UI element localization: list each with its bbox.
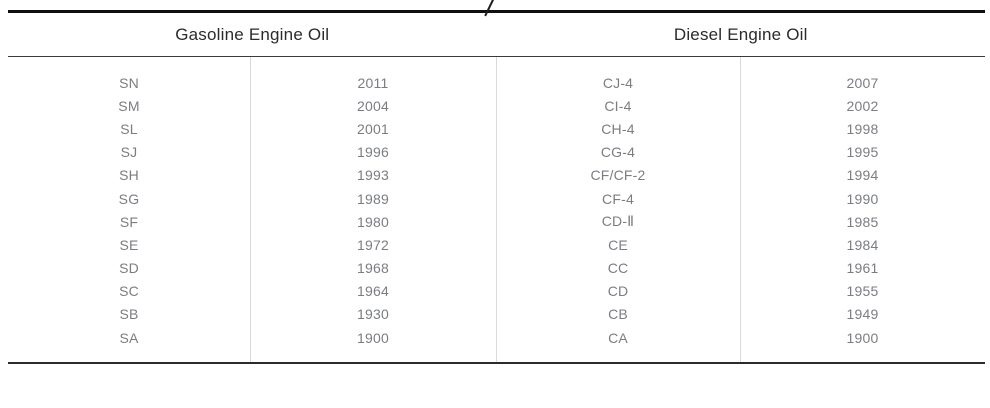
- table-cell-diesel-year: 2002: [846, 97, 879, 114]
- table-cell-diesel-year: 1998: [846, 120, 879, 137]
- table-cell-diesel-grade: CH-4: [601, 120, 635, 137]
- table-body: SN 2011 CJ-4 2007 SM 2004 CI-4 2002 SL 2001 CH-4 19…: [8, 57, 985, 349]
- table-cell-gasoline-year: 1968: [357, 260, 389, 277]
- table-row: SN 2011 CJ-4 2007: [8, 71, 985, 94]
- table-header-row: Gasoline Engine Oil Diesel Engine Oil: [8, 13, 985, 56]
- table-cell-diesel-year: 1949: [846, 306, 879, 323]
- header-diesel-engine-oil: Diesel Engine Oil: [673, 24, 808, 44]
- table-cell-gasoline-year: 2011: [357, 74, 389, 91]
- table-cell-diesel-grade: CB: [608, 306, 628, 323]
- table-cell-gasoline-grade: SM: [118, 97, 140, 114]
- table-cell-diesel-year: 1955: [846, 283, 879, 300]
- table-row: SJ 1996 CG-4 1995: [8, 141, 985, 164]
- table-cell-gasoline-year: 1989: [357, 190, 389, 207]
- table-cell-gasoline-grade: SG: [118, 190, 140, 207]
- table-cell-gasoline-year: 1900: [357, 329, 389, 346]
- table-cell-gasoline-grade: SB: [119, 306, 139, 323]
- table-cell-gasoline-year: 1996: [357, 144, 389, 161]
- table-cell-gasoline-year: 1993: [357, 167, 389, 184]
- table-row: SM 2004 CI-4 2002: [8, 94, 985, 117]
- table-cell-diesel-year: 2007: [846, 74, 879, 91]
- table-cell-diesel-grade: CC: [607, 260, 629, 277]
- column-divider-2: [496, 57, 497, 362]
- table-cell-gasoline-grade: SD: [119, 260, 139, 277]
- table-cell-diesel-grade: CI-4: [604, 97, 632, 114]
- table-cell-diesel-year: 1984: [846, 236, 879, 253]
- table-top-border: [8, 10, 985, 13]
- table-cell-diesel-year: 1961: [846, 260, 879, 277]
- table-cell-gasoline-grade: SA: [119, 329, 139, 346]
- table-row: SG 1989 CF-4 1990: [8, 187, 985, 210]
- header-gasoline-engine-oil: Gasoline Engine Oil: [175, 24, 330, 44]
- table-bottom-border: [8, 362, 985, 364]
- table-cell-diesel-grade: CJ-4: [602, 74, 634, 91]
- table-row: SB 1930 CB 1949: [8, 303, 985, 326]
- table-cell-diesel-grade: CD: [607, 283, 629, 300]
- table-cell-diesel-grade: CF/CF-2: [590, 167, 646, 184]
- table-cell-gasoline-year: 2001: [357, 120, 389, 137]
- table-row: SE 1972 CE 1984: [8, 233, 985, 256]
- table-row: SD 1968 CC 1961: [8, 257, 985, 280]
- table-cell-gasoline-year: 1930: [357, 306, 389, 323]
- table-cell-diesel-grade: CD-Ⅱ: [601, 213, 635, 230]
- table-cell-gasoline-year: 1964: [357, 283, 389, 300]
- table-cell-diesel-year: 1985: [846, 213, 879, 230]
- table-row: SH 1993 CF/CF-2 1994: [8, 164, 985, 187]
- table-row: SA 1900 CA 1900: [8, 326, 985, 349]
- table-cell-diesel-grade: CG-4: [600, 144, 636, 161]
- column-divider-3: [740, 57, 741, 362]
- header-separator-line: [8, 56, 985, 57]
- table-cell-gasoline-grade: SL: [120, 120, 138, 137]
- table-cell-gasoline-grade: SC: [119, 283, 139, 300]
- table-cell-gasoline-grade: SN: [119, 74, 139, 91]
- table-row: SC 1964 CD 1955: [8, 280, 985, 303]
- table-cell-gasoline-grade: SF: [119, 213, 139, 230]
- table-cell-diesel-year: 1994: [846, 167, 879, 184]
- table-cell-gasoline-grade: SE: [119, 236, 139, 253]
- table-cell-gasoline-year: 2004: [357, 97, 389, 114]
- table-cell-gasoline-year: 1980: [357, 213, 389, 230]
- table-row: SL 2001 CH-4 1998: [8, 117, 985, 140]
- table-cell-diesel-year: 1900: [846, 329, 879, 346]
- column-divider-1: [250, 57, 251, 362]
- table-cell-diesel-grade: CA: [608, 329, 628, 346]
- table-cell-diesel-year: 1990: [846, 190, 879, 207]
- table-cell-gasoline-year: 1972: [357, 236, 389, 253]
- table-row: SF 1980 CD-Ⅱ 1985: [8, 210, 985, 233]
- table-cell-diesel-year: 1995: [846, 144, 879, 161]
- table-cell-diesel-grade: CE: [608, 236, 628, 253]
- table-cell-diesel-grade: CF-4: [602, 190, 634, 207]
- table-cell-gasoline-grade: SJ: [120, 144, 138, 161]
- table-cell-gasoline-grade: SH: [119, 167, 139, 184]
